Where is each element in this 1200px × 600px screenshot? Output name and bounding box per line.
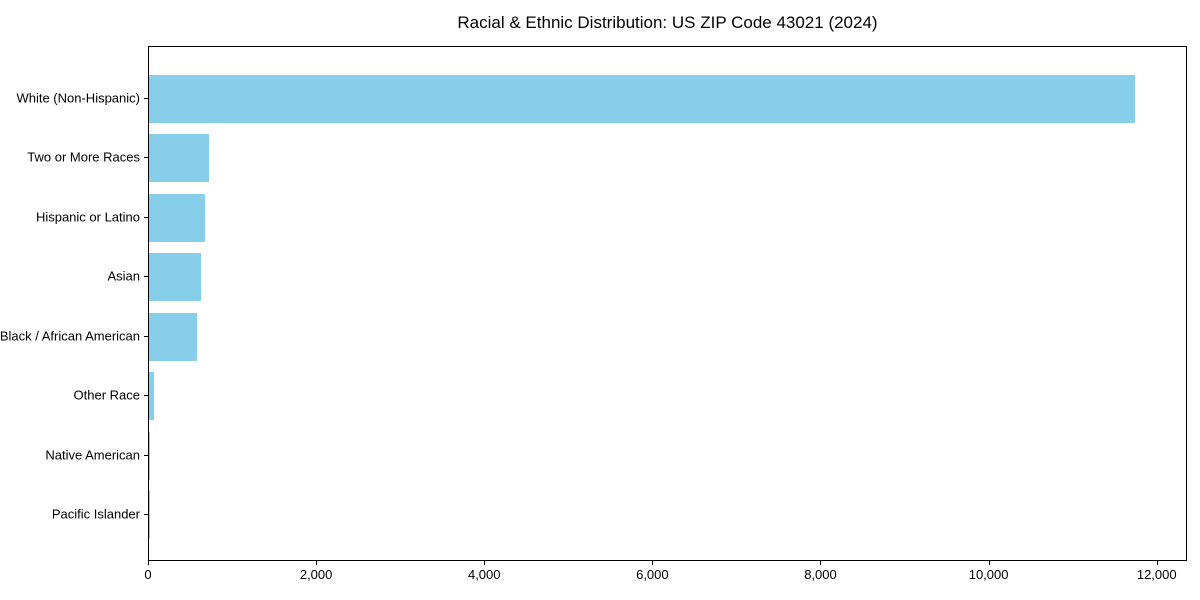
y-tick-label: Black / African American [0, 328, 140, 344]
y-axis-tick [144, 157, 148, 159]
x-tick-label: 10,000 [968, 567, 1009, 582]
bar-other-race [149, 372, 155, 421]
plot-area [148, 46, 1187, 561]
y-tick-label: Pacific Islander [51, 506, 140, 522]
y-tick-label: Native American [45, 447, 140, 463]
x-axis-tick [316, 561, 318, 565]
y-tick-label: Asian [107, 268, 140, 284]
y-axis-tick [144, 276, 148, 278]
x-tick-label: 2,000 [299, 567, 333, 582]
bar-two-or-more-races [149, 134, 210, 183]
y-tick-label: Two or More Races [27, 149, 140, 165]
bar-hispanic-or-latino [149, 193, 205, 242]
y-axis-tick [144, 395, 148, 397]
x-tick-label: 6,000 [636, 567, 669, 582]
x-axis-tick [988, 561, 990, 565]
x-tick-label: 12,000 [1136, 567, 1177, 582]
chart-title: Racial & Ethnic Distribution: US ZIP Cod… [457, 13, 878, 32]
y-axis-tick [144, 335, 148, 337]
y-tick-label: Hispanic or Latino [35, 209, 140, 225]
y-axis-tick [144, 216, 148, 218]
bar-white-non-hispanic [149, 74, 1135, 123]
x-axis-tick [820, 561, 822, 565]
y-axis-tick [144, 97, 148, 99]
y-tick-label: Other Race [73, 387, 140, 403]
y-axis-tick [144, 454, 148, 456]
x-axis-tick [484, 561, 486, 565]
bar-black-african-american [149, 312, 198, 361]
x-tick-label: 0 [144, 567, 152, 582]
y-axis-tick [144, 514, 148, 516]
x-axis-tick [652, 561, 654, 565]
bar-native-american [149, 431, 150, 480]
y-tick-label: White (Non-Hispanic) [16, 90, 140, 106]
bar-asian [149, 253, 202, 302]
x-tick-label: 4,000 [467, 567, 501, 582]
x-axis-tick [148, 561, 149, 565]
x-tick-label: 8,000 [804, 567, 837, 582]
x-axis-tick [1156, 561, 1158, 565]
